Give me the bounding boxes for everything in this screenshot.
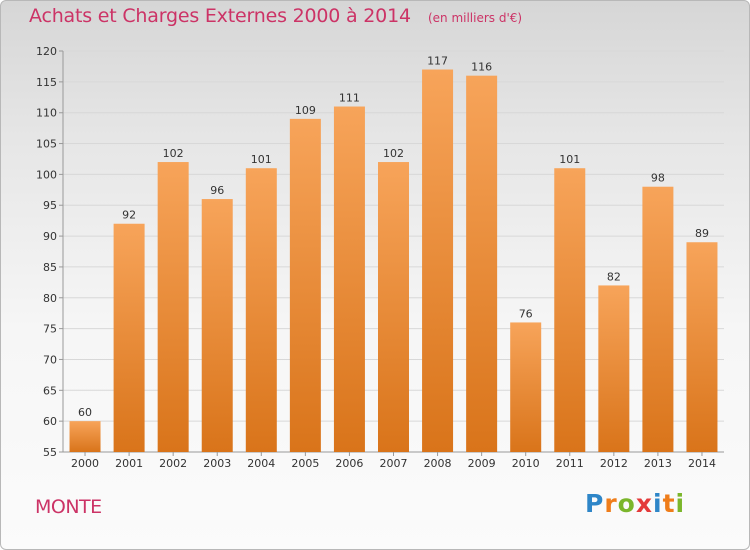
y-tick-label: 85 (43, 261, 57, 274)
logo-letter: i (675, 489, 686, 518)
data-label: 116 (471, 61, 492, 74)
y-tick-label: 95 (43, 199, 57, 212)
data-label: 111 (339, 92, 360, 105)
data-labels: 60 92 102 96 101 109 111 102 117 116 76 101 82 98 89 (78, 55, 709, 420)
commune-name: MONTE (35, 496, 102, 518)
y-tick-label: 100 (36, 168, 57, 181)
y-tick-label: 80 (43, 292, 57, 305)
title-row: Achats et Charges Externes 2000 à 2014 (… (29, 5, 522, 27)
bar (378, 162, 409, 453)
data-label: 92 (122, 209, 136, 222)
x-tick-label: 2009 (468, 457, 496, 470)
bar (333, 106, 365, 453)
bar (422, 69, 454, 452)
x-tick-label: 2014 (688, 457, 716, 470)
x-tick-label: 2001 (115, 457, 143, 470)
data-label: 102 (163, 147, 184, 160)
data-label: 98 (651, 172, 665, 185)
y-tick-label: 115 (36, 76, 57, 89)
bar (642, 186, 674, 452)
data-label: 76 (519, 307, 533, 320)
bar (113, 223, 145, 452)
data-label: 101 (251, 153, 272, 166)
y-tick-label: 65 (43, 384, 57, 397)
x-tick-label: 2012 (600, 457, 628, 470)
y-tick-label: 90 (43, 230, 57, 243)
data-label: 89 (695, 227, 709, 240)
logo-letter: r (604, 489, 618, 518)
bar (69, 421, 101, 452)
x-tick-label: 2002 (159, 457, 187, 470)
bar (554, 168, 586, 452)
bar (466, 75, 498, 452)
bar (510, 322, 542, 452)
x-tick-label: 2010 (512, 457, 540, 470)
bar (245, 168, 277, 452)
x-tick-label: 2013 (644, 457, 672, 470)
x-tick-label: 2000 (71, 457, 99, 470)
data-label: 102 (383, 147, 404, 160)
bars (69, 69, 718, 453)
y-tick-label: 75 (43, 323, 57, 336)
chart-title: Achats et Charges Externes 2000 à 2014 (29, 5, 411, 27)
logo-letter: x (635, 489, 653, 518)
bar (157, 162, 189, 453)
logo-letter: o (617, 489, 636, 518)
y-tick-label: 60 (43, 415, 57, 428)
logo-letter: i (653, 489, 663, 518)
x-tick-label: 2007 (380, 457, 408, 470)
x-tick-label: 2011 (556, 457, 584, 470)
logo-letter: P (585, 489, 605, 518)
chart-subtitle: (en milliers d'€) (427, 11, 523, 25)
y-tick-label: 105 (36, 138, 57, 151)
y-tick-label: 70 (43, 353, 57, 366)
bar (201, 199, 233, 452)
x-tick-label: 2005 (291, 457, 319, 470)
y-tick-label: 55 (43, 446, 57, 459)
bar (598, 285, 630, 452)
data-label: 101 (559, 153, 580, 166)
data-label: 117 (427, 55, 448, 68)
y-tick-label: 110 (36, 107, 57, 120)
x-tick-label: 2008 (424, 457, 452, 470)
x-tick-label: 2006 (335, 457, 363, 470)
data-label: 96 (210, 184, 224, 197)
data-label: 109 (295, 104, 316, 117)
x-tick-label: 2003 (203, 457, 231, 470)
data-label: 82 (607, 270, 621, 283)
logo-letter: t (662, 489, 676, 518)
x-tick-label: 2004 (247, 457, 275, 470)
data-label: 60 (78, 406, 92, 419)
bar (686, 242, 718, 452)
proxiti-logo: Proxiti (585, 489, 685, 518)
y-tick-labels: 55 60 65 70 75 80 85 90 95 100 105 110 115 120 (36, 45, 57, 459)
x-tick-labels: 2000 2001 2002 2003 2004 2005 2006 2007 2008 2009… (71, 452, 716, 470)
bar (289, 118, 321, 452)
y-tick-label: 120 (36, 45, 57, 58)
